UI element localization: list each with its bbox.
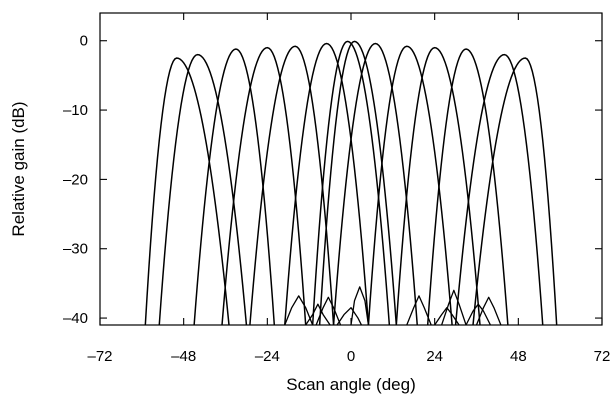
- y-tick-label: –20: [63, 171, 88, 188]
- sidelobe-curve: [441, 289, 467, 325]
- x-tick-label: 24: [426, 348, 443, 365]
- y-tick-label: –40: [63, 310, 88, 327]
- y-tick-label: –10: [63, 102, 88, 119]
- x-axis-title: Scan angle (deg): [286, 375, 415, 394]
- sidelobe-curve: [284, 295, 314, 325]
- x-tick-label: –72: [87, 348, 112, 365]
- beam-curve-11: [395, 46, 481, 325]
- beam-curve-2: [158, 53, 248, 325]
- x-tick-label: –48: [171, 348, 196, 365]
- beam-curve-6: [284, 42, 370, 325]
- beam-curve-1: [144, 57, 230, 325]
- beam-curve-3: [193, 48, 276, 325]
- x-tick-label: 48: [510, 348, 527, 365]
- beam-curve-10: [367, 45, 453, 325]
- sidelobe-curve: [305, 303, 331, 325]
- beam-curve-9: [332, 42, 418, 325]
- sidelobe-curve: [315, 296, 342, 325]
- sidelobe-curve: [465, 303, 492, 325]
- beam-curve-13: [454, 53, 544, 325]
- beam-curve-12: [426, 48, 509, 325]
- y-axis-title: Relative gain (dB): [9, 101, 28, 236]
- sidelobe-curve: [350, 286, 370, 325]
- sidelobe-curve: [336, 307, 363, 325]
- beam-curve-8: [318, 40, 398, 325]
- x-tick-label: 72: [594, 348, 611, 365]
- y-tick-label: –30: [63, 241, 88, 258]
- plot-frame: [99, 12, 603, 326]
- beam-curve-14: [472, 57, 558, 325]
- beam-curve-5: [249, 45, 335, 325]
- x-tick-label: –24: [255, 348, 280, 365]
- beam-curve-7: [311, 40, 391, 325]
- x-tick-label: 0: [347, 348, 355, 365]
- beam-curve-4: [221, 46, 307, 325]
- beam-curves: [144, 40, 558, 325]
- sidelobe-curve: [406, 295, 432, 325]
- axis-ticks: –72 –48 –24 0 24 48 72 0 –10 –20 –30 –40: [63, 13, 610, 365]
- y-tick-label: 0: [80, 33, 88, 50]
- sidelobe-curve: [475, 296, 502, 325]
